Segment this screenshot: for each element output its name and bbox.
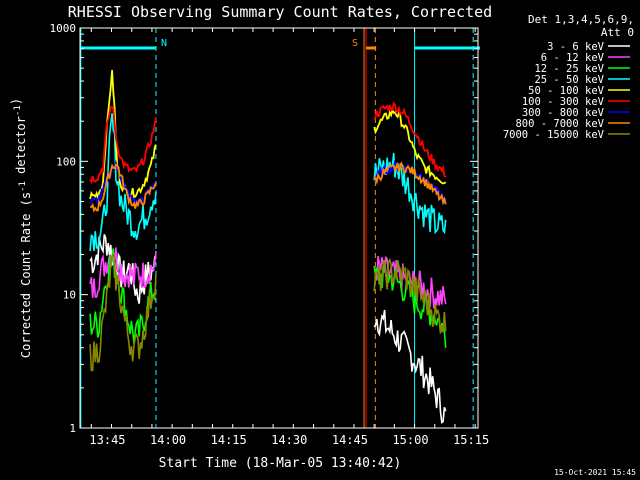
- x-tick-label-1445: 14:45: [332, 433, 368, 447]
- y-axis-label-text: Corrected Count Rate (s-1 detector-1): [9, 98, 33, 358]
- annotation-label-s: S: [352, 38, 358, 49]
- series-8-post: [373, 257, 447, 334]
- series-3-pre: [89, 113, 157, 252]
- timestamp: 15-Oct-2021 15:45: [554, 468, 636, 477]
- plot-frame: [79, 27, 479, 429]
- series-0-post: [373, 309, 447, 424]
- legend-label-1: 6 - 12 keV: [541, 52, 605, 64]
- annotation-label-n: N: [161, 38, 167, 49]
- plot-area: N S 1 10 100 1000 13:45 14:00 14:15 14:30 14:45 15:…: [50, 22, 490, 447]
- series-0-pre: [89, 234, 157, 304]
- legend-label-7: 800 - 7000 keV: [515, 118, 604, 130]
- series-5-pre: [89, 106, 157, 185]
- legend-header-line-2: Att 0: [601, 26, 634, 39]
- series-1-pre: [89, 247, 157, 298]
- series-4-post: [373, 106, 447, 185]
- y-tick-label-1000: 1000: [50, 22, 77, 35]
- x-axis-label: Start Time (18-Mar-05 13:40:42): [159, 456, 402, 471]
- legend-header-line-1: Det 1,3,4,5,6,9,: [528, 13, 634, 26]
- series-7-pre: [89, 163, 157, 213]
- x-tick-label-1345: 13:45: [89, 433, 125, 447]
- x-tick-label-1400: 14:00: [150, 433, 186, 447]
- series-7-post: [373, 160, 447, 206]
- y-tick-label-100: 100: [56, 155, 76, 168]
- y-tick-label-10: 10: [63, 289, 76, 302]
- x-tick-label-1415: 14:15: [211, 433, 247, 447]
- series-2-pre: [89, 248, 157, 344]
- series-8-pre: [89, 253, 157, 372]
- legend-label-2: 12 - 25 keV: [534, 63, 604, 75]
- y-axis-label: Corrected Count Rate (s-1 detector-1): [9, 98, 33, 358]
- x-tick-label-1515: 15:15: [453, 433, 489, 447]
- chart-title: RHESSI Observing Summary Count Rates, Co…: [68, 3, 492, 21]
- y-tick-label-1: 1: [69, 422, 76, 435]
- legend-label-8: 7000 - 15000 keV: [503, 129, 605, 141]
- legend-label-4: 50 - 100 keV: [528, 85, 605, 97]
- x-tick-label-1430: 14:30: [271, 433, 307, 447]
- legend-label-5: 100 - 300 keV: [522, 96, 605, 108]
- series-5-post: [373, 101, 447, 178]
- legend-label-0: 3 - 6 keV: [547, 41, 605, 53]
- x-tick-label-1500: 15:00: [392, 433, 428, 447]
- legend-label-3: 25 - 50 keV: [534, 74, 604, 86]
- legend-label-6: 300 - 800 keV: [522, 107, 605, 119]
